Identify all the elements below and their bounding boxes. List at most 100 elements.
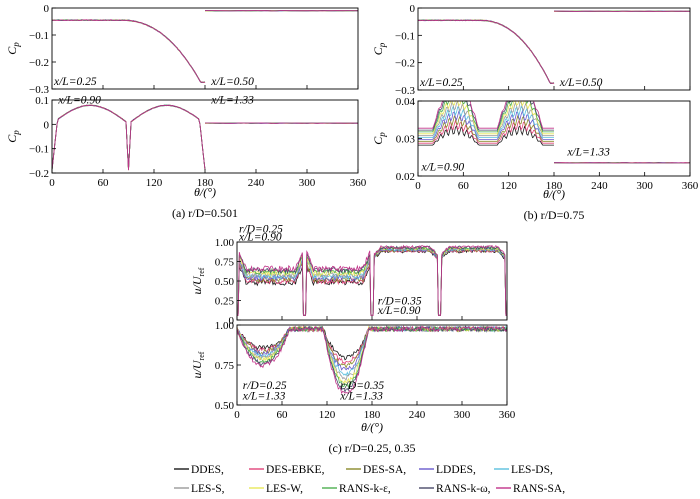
- series-line-a_top-6: [51, 19, 206, 83]
- annotation-label: x/L=1.33: [339, 390, 383, 402]
- series-line-b_top-9: [554, 10, 691, 12]
- series-line-a_bot-4: [51, 104, 206, 171]
- y-tick-label: 0.50: [215, 400, 235, 412]
- series-line-c_bot-9: [236, 325, 508, 395]
- legend-label: RANS-k-ω,: [436, 483, 491, 495]
- y-tick-label: −0.2: [29, 168, 49, 180]
- series-line-a_top-8: [51, 19, 206, 83]
- plot-frame: [236, 241, 508, 321]
- series-line-a_top-2: [51, 19, 206, 83]
- legend-entry: DES-SA,: [346, 464, 406, 476]
- series-line-a_top-0: [51, 19, 206, 83]
- y-tick-label: 0.03: [396, 134, 416, 146]
- annotation-label: x/L=0.25: [53, 76, 97, 88]
- legend-label: DES-EBKE,: [266, 464, 325, 476]
- series-line-b_top-4: [417, 19, 555, 84]
- series-line-c_top-4: [237, 257, 372, 316]
- y-tick-label: 0.02: [396, 171, 415, 183]
- series-line-c_top-1: [237, 262, 372, 316]
- x-tick-label: 0: [49, 177, 55, 189]
- y-tick-label: 0.04: [396, 96, 416, 108]
- series-line-a_bot-0: [51, 104, 206, 171]
- y-tick-label: 0.75: [215, 257, 235, 269]
- chart-b_bot: 0.04 0.03 0.020 60 120 180 240 300 360 Cp x/L=0.90…: [371, 96, 699, 192]
- x-tick-label: 360: [682, 180, 699, 192]
- series-line-a_bot-1: [51, 104, 206, 171]
- series-line-b_bot-8: [418, 100, 554, 131]
- x-tick-label: 180: [197, 177, 214, 189]
- series-line-a_top-4: [51, 19, 206, 83]
- x-tick-label: 0: [415, 180, 421, 192]
- legend-label: RANS-k-ε,: [339, 483, 391, 495]
- y-axis-label: Cp: [5, 42, 21, 55]
- series-line-b_bot-3: [418, 109, 554, 140]
- y-axis-label: Cp: [5, 130, 21, 143]
- y-tick-label: 0.75: [215, 360, 235, 372]
- x-tick-label: 300: [299, 177, 316, 189]
- series-line-b_top-9: [417, 19, 555, 84]
- plot-frame: [51, 99, 359, 174]
- legend-entry: RANS-SA,: [496, 483, 565, 495]
- y-axis-label: Cp: [371, 132, 387, 145]
- series-line-a_bot-5: [51, 104, 206, 171]
- series-line-a_top-7: [51, 19, 206, 83]
- series-line-b_bot-4: [418, 105, 554, 139]
- chart-c_top: 1.000.750.500.250u/Urefr/D=0.25x/L=0.90r…: [190, 224, 508, 327]
- y-axis-label: u/Uref: [190, 351, 206, 378]
- annotation-label: r/D=0.25: [239, 224, 283, 236]
- series-line-b_top-6: [417, 19, 555, 84]
- annotation-label: x/L=1.33: [210, 95, 254, 107]
- x-axis-label: θ/(°): [361, 420, 383, 434]
- series-line-a_top-9: [51, 19, 206, 83]
- x-tick-label: 120: [319, 409, 336, 421]
- x-tick-label: 300: [636, 180, 653, 192]
- legend-label: LES-DS,: [511, 464, 553, 476]
- x-axis-label: θ/(°): [543, 187, 565, 201]
- y-tick-label: 0: [410, 3, 416, 15]
- x-tick-label: 360: [499, 409, 516, 421]
- panel-label-c: (c) r/D=0.25, 0.35: [328, 441, 415, 455]
- annotation-label: x/L=0.90: [57, 95, 101, 107]
- series-line-b_top-7: [417, 19, 555, 84]
- x-tick-label: 180: [364, 409, 381, 421]
- y-tick-label: −0.2: [395, 58, 415, 70]
- panel-label-a: (a) r/D=0.501: [172, 206, 238, 220]
- legend-entry: RANS-k-ε,: [322, 483, 391, 495]
- annotation-label: x/L=0.90: [377, 305, 421, 317]
- x-tick-label: 180: [546, 180, 563, 192]
- x-tick-label: 0: [234, 409, 240, 421]
- series-line-a_top-1: [51, 19, 205, 84]
- series-line-b_bot-5: [418, 100, 554, 137]
- y-tick-label: 1.00: [215, 320, 235, 332]
- series-line-c_bot-2: [236, 325, 508, 369]
- x-tick-label: 240: [591, 180, 608, 192]
- series-line-c_bot-6: [236, 325, 508, 385]
- series-line-b_top-3: [417, 19, 555, 84]
- annotation-label: r/D=0.25: [243, 380, 287, 392]
- legend-entry: LES-DS,: [494, 464, 553, 476]
- legend-entry: LDDES,: [419, 464, 476, 476]
- x-tick-label: 120: [500, 180, 517, 192]
- annotation-label: r/D=0.35: [378, 295, 422, 307]
- y-tick-label: 0: [44, 119, 50, 131]
- legend-label: RANS-SA,: [513, 483, 565, 495]
- series-line-a_top-5: [51, 19, 206, 83]
- y-tick-label: −0.1: [29, 30, 49, 42]
- y-tick-label: 0: [44, 3, 50, 15]
- series-line-c_top-2: [237, 262, 372, 316]
- annotation-label: x/L=0.25: [419, 77, 463, 89]
- x-tick-label: 60: [458, 180, 470, 192]
- series-line-b_bot-2: [418, 114, 554, 142]
- annotation-label: x/L=1.33: [242, 390, 286, 402]
- y-tick-label: 1.00: [215, 237, 235, 249]
- series-line-b_bot-1: [418, 119, 554, 144]
- series-line-a_top-3: [51, 19, 206, 83]
- chart-c_bot: 1.00 0.75 0.500 60 120 180 240 300 360 u/Uref r/D=…: [190, 320, 516, 421]
- x-tick-label: 300: [454, 409, 471, 421]
- x-tick-label: 60: [277, 409, 289, 421]
- x-tick-label: 240: [248, 177, 265, 189]
- x-tick-label: 120: [146, 177, 163, 189]
- series-line-b_top-0: [417, 19, 555, 84]
- chart-a_top: 0 −0.1 −0.2 −0.3 Cp x/L=0.25 x/L=0.50: [5, 3, 359, 96]
